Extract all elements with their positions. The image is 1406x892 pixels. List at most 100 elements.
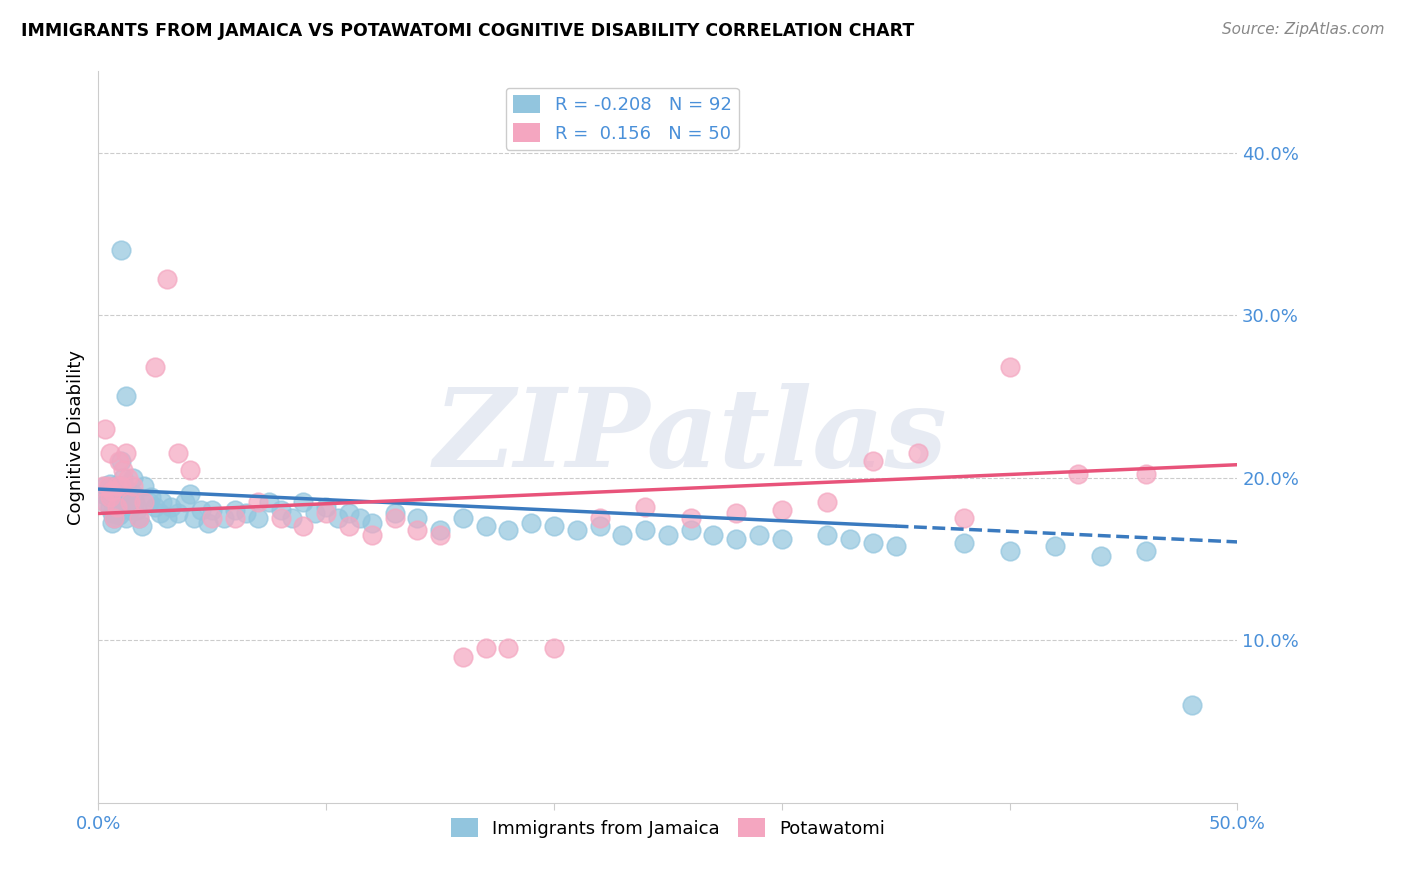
Point: [128, 511, 150, 525]
Point: [679, 511, 702, 525]
Point: [128, 511, 150, 525]
Point: [131, 519, 153, 533]
Point: [235, 507, 257, 521]
Point: [748, 527, 770, 541]
Point: [139, 490, 162, 504]
Y-axis label: Cognitive Disability: Cognitive Disability: [66, 350, 84, 524]
Point: [246, 495, 269, 509]
Point: [429, 527, 451, 541]
Point: [770, 533, 793, 547]
Point: [862, 454, 884, 468]
Point: [103, 511, 125, 525]
Point: [94, 422, 117, 436]
Point: [121, 487, 143, 501]
Point: [197, 516, 219, 531]
Point: [429, 523, 451, 537]
Point: [201, 503, 224, 517]
Point: [679, 523, 702, 537]
Point: [105, 479, 128, 493]
Point: [160, 500, 183, 514]
Point: [612, 527, 634, 541]
Point: [498, 641, 520, 656]
Point: [451, 511, 474, 525]
Point: [1135, 467, 1157, 482]
Point: [103, 511, 125, 525]
Point: [349, 511, 371, 525]
Point: [702, 527, 724, 541]
Point: [98, 490, 121, 504]
Point: [1043, 539, 1066, 553]
Point: [105, 500, 128, 514]
Point: [953, 511, 976, 525]
Point: [149, 507, 172, 521]
Point: [543, 519, 565, 533]
Point: [110, 454, 132, 468]
Point: [1090, 549, 1112, 563]
Point: [101, 507, 124, 521]
Point: [292, 495, 315, 509]
Point: [117, 495, 139, 509]
Point: [120, 495, 142, 509]
Point: [498, 523, 520, 537]
Point: [98, 482, 121, 496]
Text: Source: ZipAtlas.com: Source: ZipAtlas.com: [1222, 22, 1385, 37]
Point: [588, 519, 610, 533]
Point: [270, 503, 292, 517]
Point: [360, 527, 382, 541]
Legend: Immigrants from Jamaica, Potawatomi: Immigrants from Jamaica, Potawatomi: [443, 811, 893, 845]
Point: [105, 483, 128, 498]
Point: [862, 535, 884, 549]
Point: [98, 477, 121, 491]
Point: [315, 507, 337, 521]
Point: [292, 519, 315, 533]
Point: [224, 503, 246, 517]
Point: [94, 495, 117, 509]
Point: [98, 446, 121, 460]
Point: [103, 499, 125, 513]
Point: [725, 507, 748, 521]
Point: [998, 544, 1021, 558]
Point: [770, 503, 793, 517]
Point: [212, 511, 235, 525]
Point: [91, 479, 114, 493]
Point: [114, 511, 136, 525]
Point: [304, 507, 326, 521]
Point: [108, 454, 131, 468]
Point: [98, 500, 121, 514]
Point: [384, 511, 406, 525]
Point: [114, 389, 136, 403]
Point: [337, 519, 360, 533]
Point: [565, 523, 588, 537]
Text: ZIPatlas: ZIPatlas: [433, 384, 948, 491]
Point: [112, 471, 135, 485]
Point: [281, 511, 304, 525]
Point: [121, 479, 143, 493]
Point: [474, 519, 496, 533]
Point: [1135, 544, 1157, 558]
Point: [190, 503, 212, 517]
Point: [326, 511, 349, 525]
Point: [315, 500, 337, 514]
Point: [657, 527, 679, 541]
Point: [179, 462, 201, 476]
Point: [588, 511, 610, 525]
Point: [907, 446, 929, 460]
Point: [110, 243, 132, 257]
Point: [520, 516, 543, 531]
Point: [110, 479, 132, 493]
Point: [725, 533, 748, 547]
Point: [201, 511, 224, 525]
Point: [815, 527, 838, 541]
Point: [114, 482, 136, 496]
Text: IMMIGRANTS FROM JAMAICA VS POTAWATOMI COGNITIVE DISABILITY CORRELATION CHART: IMMIGRANTS FROM JAMAICA VS POTAWATOMI CO…: [21, 22, 914, 40]
Point: [91, 487, 114, 501]
Point: [156, 272, 179, 286]
Point: [108, 508, 131, 522]
Point: [224, 511, 246, 525]
Point: [120, 503, 142, 517]
Point: [101, 483, 124, 498]
Point: [543, 641, 565, 656]
Point: [246, 511, 269, 525]
Point: [150, 495, 173, 509]
Point: [96, 483, 118, 498]
